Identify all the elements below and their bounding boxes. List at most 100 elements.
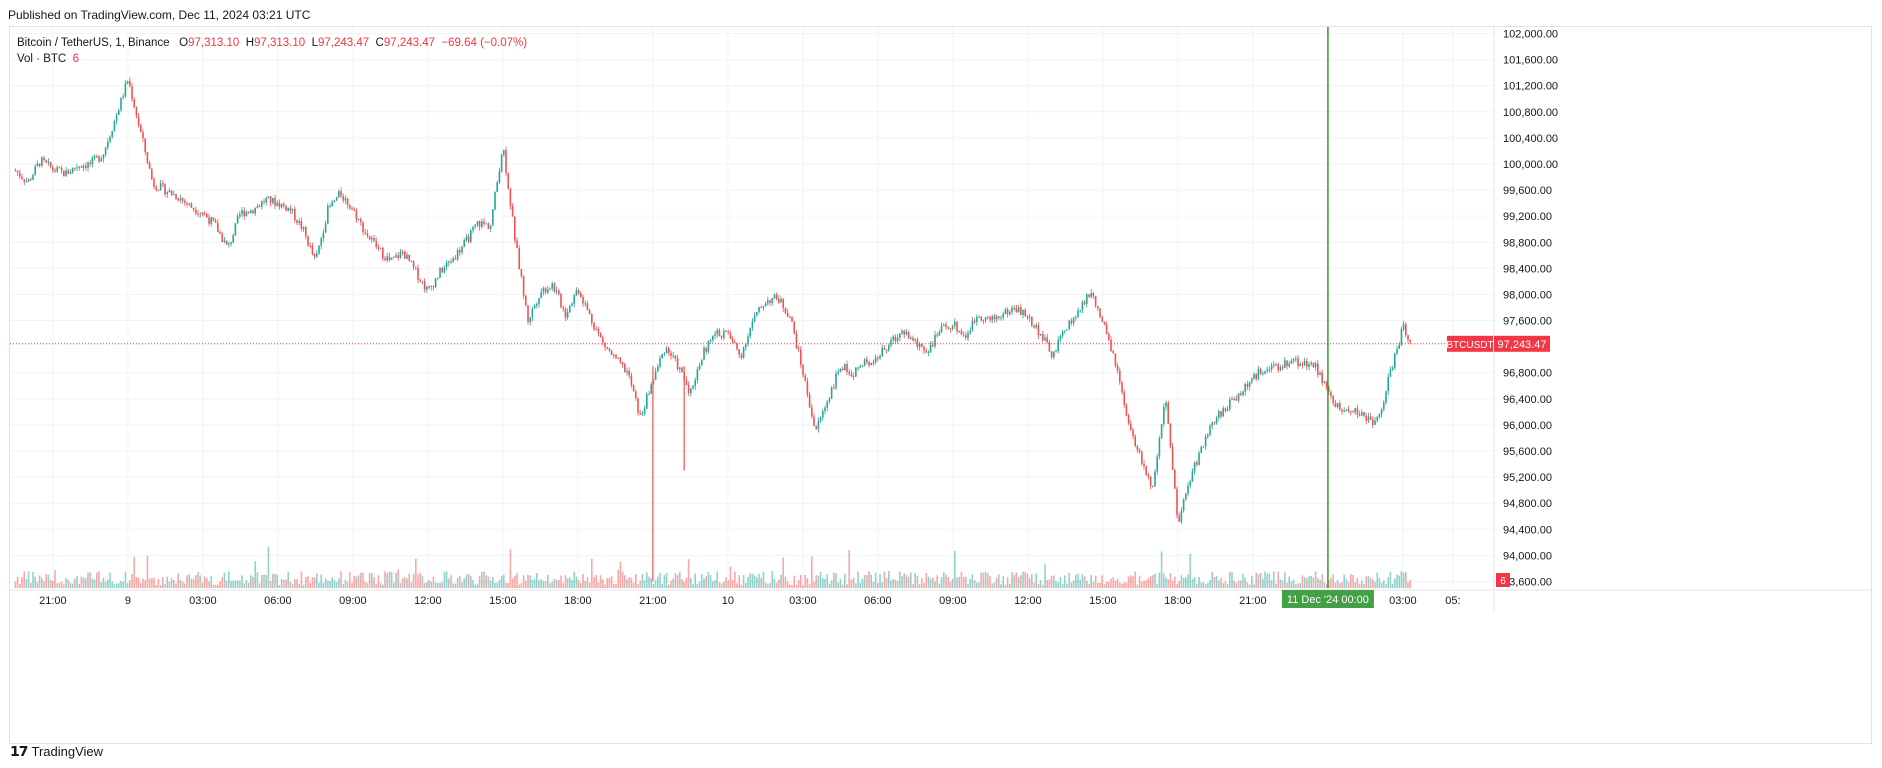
volume-bar bbox=[164, 584, 166, 588]
candle-body bbox=[1319, 372, 1321, 375]
candle-body bbox=[665, 347, 668, 354]
candle-body bbox=[250, 210, 252, 214]
candle-body bbox=[547, 289, 549, 293]
volume-bar bbox=[1295, 584, 1297, 588]
candle-body bbox=[580, 293, 582, 297]
volume-bar bbox=[443, 571, 446, 588]
volume-bar bbox=[610, 576, 613, 588]
volume-bar bbox=[1328, 580, 1330, 588]
volume-bar bbox=[353, 575, 356, 588]
candle-body bbox=[643, 408, 646, 414]
candle-body bbox=[406, 254, 408, 259]
volume-bar bbox=[566, 578, 569, 588]
candle-body bbox=[661, 354, 664, 359]
candle-body bbox=[723, 330, 725, 338]
volume-bar bbox=[232, 580, 235, 588]
candle-body bbox=[923, 346, 925, 351]
volume-bar bbox=[16, 576, 19, 588]
volume-bar bbox=[131, 573, 133, 588]
candle-body bbox=[1050, 351, 1053, 358]
volume-bar bbox=[410, 582, 413, 588]
candle-body bbox=[14, 170, 17, 172]
volume-bar bbox=[87, 572, 89, 588]
volume-bar bbox=[313, 577, 316, 588]
volume-bar bbox=[1163, 573, 1165, 588]
volume-bar bbox=[635, 573, 637, 588]
candle-body bbox=[263, 201, 265, 203]
volume-bar bbox=[1356, 577, 1359, 588]
candle-body bbox=[228, 243, 230, 245]
volume-bar bbox=[617, 569, 620, 588]
volume-bar bbox=[441, 582, 444, 588]
candle-body bbox=[833, 387, 835, 389]
chart-frame[interactable] bbox=[9, 26, 1872, 744]
symbol-label[interactable]: Bitcoin / TetherUS, 1, Binance bbox=[17, 37, 170, 49]
candle-body bbox=[914, 339, 917, 341]
candle-body bbox=[245, 211, 248, 217]
candle-body bbox=[417, 268, 419, 281]
candle-body bbox=[668, 347, 670, 353]
candle-body bbox=[243, 210, 246, 217]
tradingview-brand[interactable]: 𝟭𝟳 TradingView bbox=[10, 743, 103, 760]
candle-body bbox=[327, 205, 329, 224]
volume-bar bbox=[1207, 582, 1209, 588]
candle-body bbox=[357, 219, 360, 221]
change-value: −69.64 (−0.07%) bbox=[441, 37, 528, 49]
volume-bar bbox=[1066, 583, 1068, 588]
candle-body bbox=[483, 221, 485, 224]
volume-bar bbox=[432, 576, 435, 588]
volume-bar bbox=[113, 584, 116, 588]
volume-bar bbox=[93, 579, 96, 588]
candle-body bbox=[397, 255, 400, 258]
volume-bar bbox=[1222, 583, 1225, 588]
candle-body bbox=[54, 170, 56, 172]
y-axis-label: 98,800.00 bbox=[1503, 237, 1552, 249]
candle-body bbox=[474, 224, 477, 227]
volume-bar bbox=[1314, 571, 1317, 588]
candle-body bbox=[1017, 307, 1020, 313]
volume-bar bbox=[454, 583, 457, 588]
volume-bar bbox=[159, 584, 162, 588]
volume-bar bbox=[718, 582, 721, 588]
candle-body bbox=[738, 349, 741, 355]
volume-bar bbox=[514, 575, 516, 588]
volume-bar bbox=[1396, 574, 1398, 588]
volume-bar bbox=[1187, 574, 1189, 588]
volume-bar bbox=[1152, 574, 1154, 588]
volume-bar bbox=[927, 576, 930, 588]
volume-bar bbox=[470, 576, 472, 588]
date-marker-badge bbox=[1281, 590, 1374, 608]
candle-body bbox=[1083, 302, 1086, 304]
volume-bar bbox=[1398, 575, 1401, 588]
volume-bar bbox=[47, 574, 50, 588]
volume-bar bbox=[520, 582, 523, 588]
volume-bar bbox=[371, 573, 373, 588]
volume-bar bbox=[1209, 580, 1211, 588]
volume-bar bbox=[166, 576, 169, 588]
candle-body bbox=[1358, 414, 1361, 416]
candle-body bbox=[353, 209, 356, 211]
candle-body bbox=[322, 232, 325, 239]
candle-body bbox=[102, 154, 105, 159]
candle-body bbox=[1105, 324, 1108, 334]
volume-bar bbox=[971, 574, 974, 588]
volume-bar bbox=[1165, 577, 1167, 588]
volume-bar bbox=[377, 575, 380, 588]
candle-body bbox=[617, 358, 620, 360]
candle-body bbox=[448, 261, 450, 263]
candle-body bbox=[881, 347, 884, 357]
candle-body bbox=[157, 189, 160, 191]
volume-bar bbox=[146, 555, 149, 588]
volume-bar bbox=[866, 574, 868, 588]
x-axis-label: 18:00 bbox=[1164, 595, 1192, 607]
volume-bar bbox=[1088, 584, 1090, 588]
volume-bar bbox=[1213, 576, 1216, 588]
candle-body bbox=[1092, 293, 1095, 297]
volume-bar bbox=[219, 581, 221, 588]
volume-label[interactable]: Vol · BTC bbox=[17, 53, 67, 65]
candle-body bbox=[1374, 420, 1376, 425]
candle-body bbox=[1081, 302, 1084, 310]
volume-bar bbox=[1059, 577, 1062, 588]
volume-bar bbox=[784, 576, 787, 588]
